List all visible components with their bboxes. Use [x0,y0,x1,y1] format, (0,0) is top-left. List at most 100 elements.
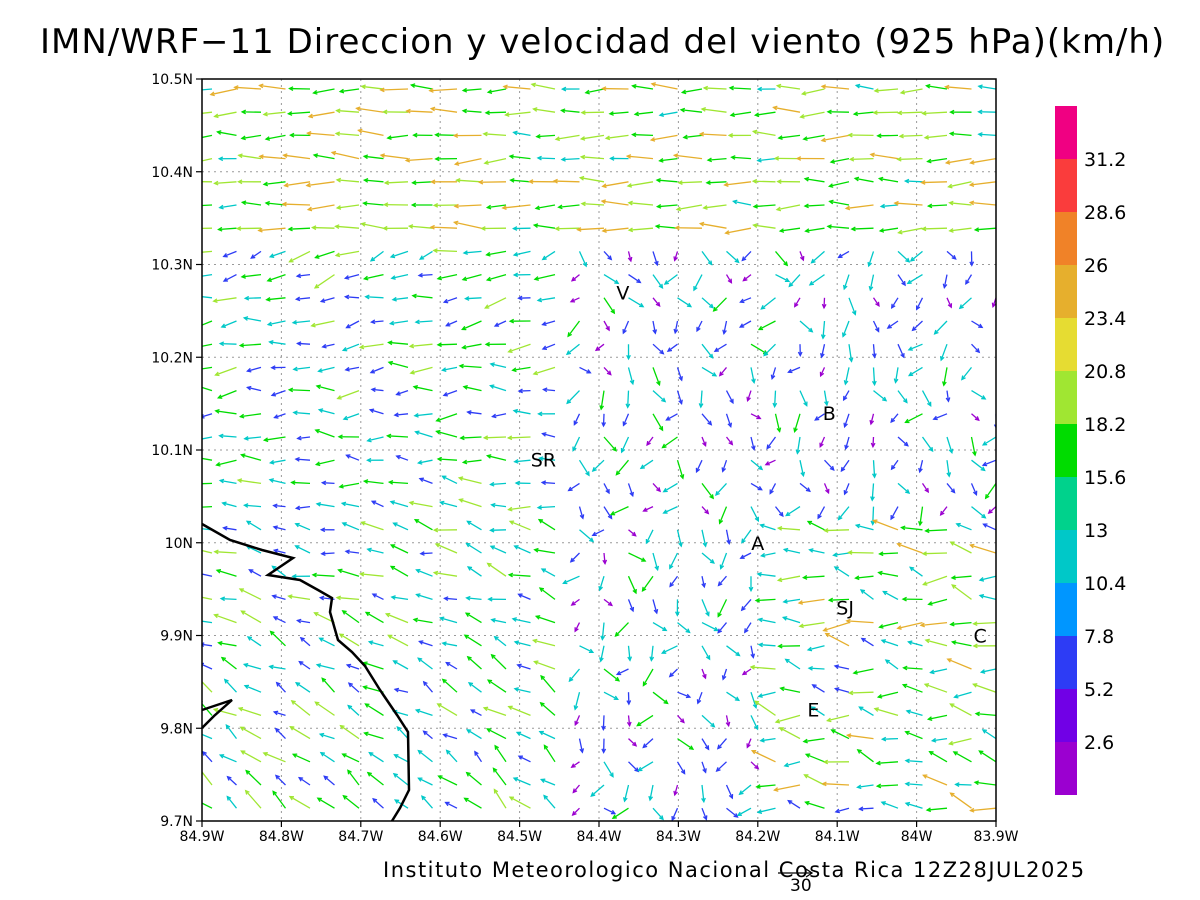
wind-vector-head [441,475,447,480]
wind-vector-head [571,811,577,817]
wind-vector-head [369,369,375,374]
wind-vector-head [940,355,945,362]
wind-vector [409,501,433,508]
wind-vector [445,662,458,670]
wind-vector [416,709,433,717]
wind-vector [512,618,531,624]
wind-vector [812,684,825,693]
wind-vector-head [819,371,825,378]
wind-vector [313,154,335,160]
wind-vector-head [541,255,547,261]
wind-vector-head [362,275,369,281]
wind-vector-head [195,438,199,442]
y-tick-label: 10.1N [151,443,193,459]
wind-vector [946,390,950,402]
wind-vector-head [757,693,763,698]
wind-vector [316,664,335,670]
colorbar-label: 15.6 [1084,467,1126,489]
wind-vector [743,274,752,282]
wind-vector [338,569,360,577]
wind-vector [921,483,929,493]
wind-vector [388,341,409,345]
wind-vector [423,681,433,693]
wind-vector-head [890,417,896,424]
wind-vector [628,552,646,562]
wind-vector [202,386,213,392]
wind-vector [214,551,237,554]
wind-vector [851,227,874,230]
wind-vector [887,320,899,329]
wind-vector [315,429,335,438]
wind-vector [891,297,899,309]
wind-vector [218,389,237,399]
wind-vector-head [878,551,884,557]
wind-vector [951,575,972,579]
wind-vector [202,204,213,207]
wind-vector-head [233,85,239,90]
wind-vector [979,750,996,763]
wind-vector-head [977,84,983,90]
wind-vector [238,707,262,717]
x-tick-label: 84.1W [815,829,860,845]
colorbar-label: 13 [1084,520,1108,542]
wind-vector [635,111,654,115]
wind-vector-head [925,807,932,813]
wind-vector [652,622,667,631]
wind-vector [558,204,580,208]
wind-vector [442,642,458,647]
wind-vector-head [435,429,441,435]
wind-vector [390,565,409,577]
wind-vector [269,479,286,485]
wind-vector-head [654,224,661,229]
wind-vector [241,454,262,461]
wind-vector [470,709,482,716]
wind-vector [995,274,996,277]
wind-vector [674,251,679,261]
wind-vector [622,320,630,334]
wind-vector-head [601,86,607,92]
wind-vector [950,132,972,137]
wind-vector-head [626,354,631,361]
wind-vector-head [270,392,277,397]
wind-vector-head [927,601,933,606]
wind-vector-head [907,371,914,377]
wind-vector-head [900,525,906,531]
wind-vector [921,390,932,407]
wind-vector [494,745,507,763]
wind-vector-head [901,281,906,287]
wind-vector [345,550,360,554]
wind-vector-head [464,612,471,617]
wind-vector [746,738,752,748]
wind-vector [787,800,801,809]
wind-vector-head [869,152,875,158]
wind-vector-head [272,525,278,530]
wind-vector-head [570,763,576,768]
wind-vector-head [506,435,513,441]
wind-vector-head [702,542,708,548]
wind-vector [288,227,311,230]
wind-vector-head [756,571,762,577]
wind-vector-head [407,224,414,229]
wind-vector-head [610,809,617,815]
wind-vector-head [315,501,321,507]
wind-vector [925,134,948,139]
wind-vector [897,621,923,629]
wind-vector-head [317,368,323,373]
wind-vector-head [922,774,928,779]
wind-vector [572,436,581,451]
wind-vector-head [226,795,232,801]
wind-vector-head [319,527,326,533]
wind-vector-head [319,298,326,303]
wind-vector [574,622,581,632]
wind-vector [595,343,605,351]
wind-vector [652,320,656,334]
wind-vector [299,661,311,670]
wind-vector [291,481,311,485]
wind-vector [897,390,908,403]
wind-vector-head [871,380,877,387]
wind-vector [505,111,531,116]
wind-vector [920,621,948,627]
wind-vector [897,250,910,263]
wind-vector [872,436,875,447]
wind-vector-head [487,596,493,602]
